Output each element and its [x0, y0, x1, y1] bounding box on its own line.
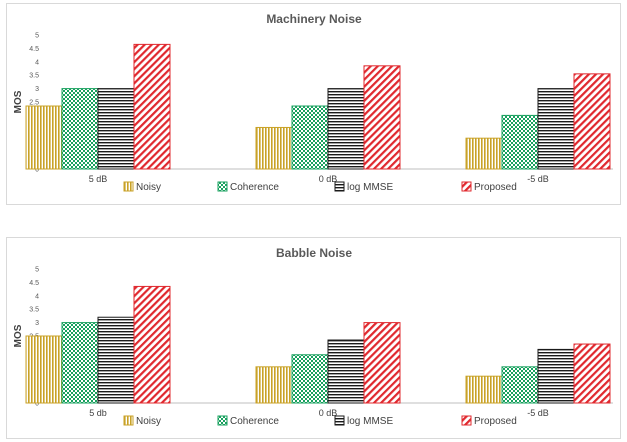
y-tick-label: 3.5	[29, 307, 39, 314]
x-tick-label: -5 dB	[527, 174, 549, 184]
bar-coherence-0-db	[291, 354, 329, 404]
legend-swatch-coherence	[217, 181, 228, 192]
legend-swatch-log-mmse	[334, 181, 345, 192]
legend-swatch-log-mmse	[334, 415, 345, 426]
y-tick-label: 4.5	[29, 46, 39, 53]
bar-log-mmse-5-db	[97, 316, 135, 404]
bar-log-mmse-5-db	[97, 88, 135, 170]
bar-proposed-5-db	[573, 73, 611, 170]
chart-title: Machinery Noise	[266, 12, 362, 26]
bar-proposed-0-db	[363, 322, 401, 404]
y-tick-label: 4.5	[29, 280, 39, 287]
bar-noisy-5-db	[25, 335, 63, 404]
legend-swatch-coherence	[217, 415, 228, 426]
y-tick-label: 5	[35, 267, 39, 274]
bar-proposed-0-db	[363, 65, 401, 170]
legend-swatch-noisy	[123, 181, 134, 192]
bar-coherence-5-db	[501, 366, 539, 404]
legend-label-coherence: Coherence	[230, 416, 279, 427]
bar-noisy-5-db	[465, 375, 503, 404]
y-tick-label: 4	[35, 59, 39, 66]
bar-noisy-0-db	[255, 366, 293, 404]
bar-proposed-5-db	[133, 43, 171, 170]
legend-label-noisy: Noisy	[136, 182, 161, 193]
legend-swatch-proposed	[461, 415, 472, 426]
y-axis-label: MOS	[13, 324, 24, 347]
y-tick-label: 3.5	[29, 73, 39, 80]
x-tick-label: 5 db	[89, 408, 107, 418]
bar-log-mmse-5-db	[537, 88, 575, 170]
legend-label-log-mmse: log MMSE	[347, 416, 393, 427]
legend-label-coherence: Coherence	[230, 182, 279, 193]
y-axis-label: MOS	[13, 90, 24, 113]
machinery-noise-chart: Machinery NoiseMOS00.511.522.533.544.555…	[6, 3, 621, 205]
legend-swatch-proposed	[461, 181, 472, 192]
bar-log-mmse-0-db	[327, 339, 365, 404]
y-tick-label: 3	[35, 86, 39, 93]
bar-coherence-0-db	[291, 105, 329, 170]
legend-label-noisy: Noisy	[136, 416, 161, 427]
chart-title: Babble Noise	[276, 246, 352, 260]
y-tick-label: 0	[35, 167, 39, 174]
x-tick-label: -5 dB	[527, 408, 549, 418]
legend-label-log-mmse: log MMSE	[347, 182, 393, 193]
y-tick-label: 5	[35, 33, 39, 40]
legend-swatch-noisy	[123, 415, 134, 426]
legend-label-proposed: Proposed	[474, 416, 517, 427]
bar-proposed-5-db	[573, 343, 611, 404]
y-tick-label: 2.5	[29, 100, 39, 107]
y-tick-label: 4	[35, 293, 39, 300]
bar-coherence-5-db	[61, 88, 99, 170]
bar-coherence-5-db	[61, 322, 99, 404]
machinery-noise-chart-svg: Machinery NoiseMOS00.511.522.533.544.555…	[13, 12, 613, 193]
bar-proposed-5-db	[133, 285, 171, 404]
bar-log-mmse-5-db	[537, 348, 575, 404]
babble-noise-chart: Babble NoiseMOS00.511.522.533.544.555 db…	[6, 237, 621, 439]
bar-noisy-0-db	[255, 126, 293, 170]
legend-label-proposed: Proposed	[474, 182, 517, 193]
bar-log-mmse-0-db	[327, 88, 365, 170]
x-tick-label: 0 dB	[319, 408, 338, 418]
x-tick-label: 5 dB	[89, 174, 108, 184]
babble-noise-chart-svg: Babble NoiseMOS00.511.522.533.544.555 db…	[13, 246, 613, 427]
bar-coherence-5-db	[501, 114, 539, 170]
y-tick-label: 0	[35, 401, 39, 408]
x-tick-label: 0 dB	[319, 174, 338, 184]
bar-noisy-5-db	[465, 137, 503, 170]
y-tick-label: 3	[35, 320, 39, 327]
bar-noisy-5-db	[25, 105, 63, 170]
